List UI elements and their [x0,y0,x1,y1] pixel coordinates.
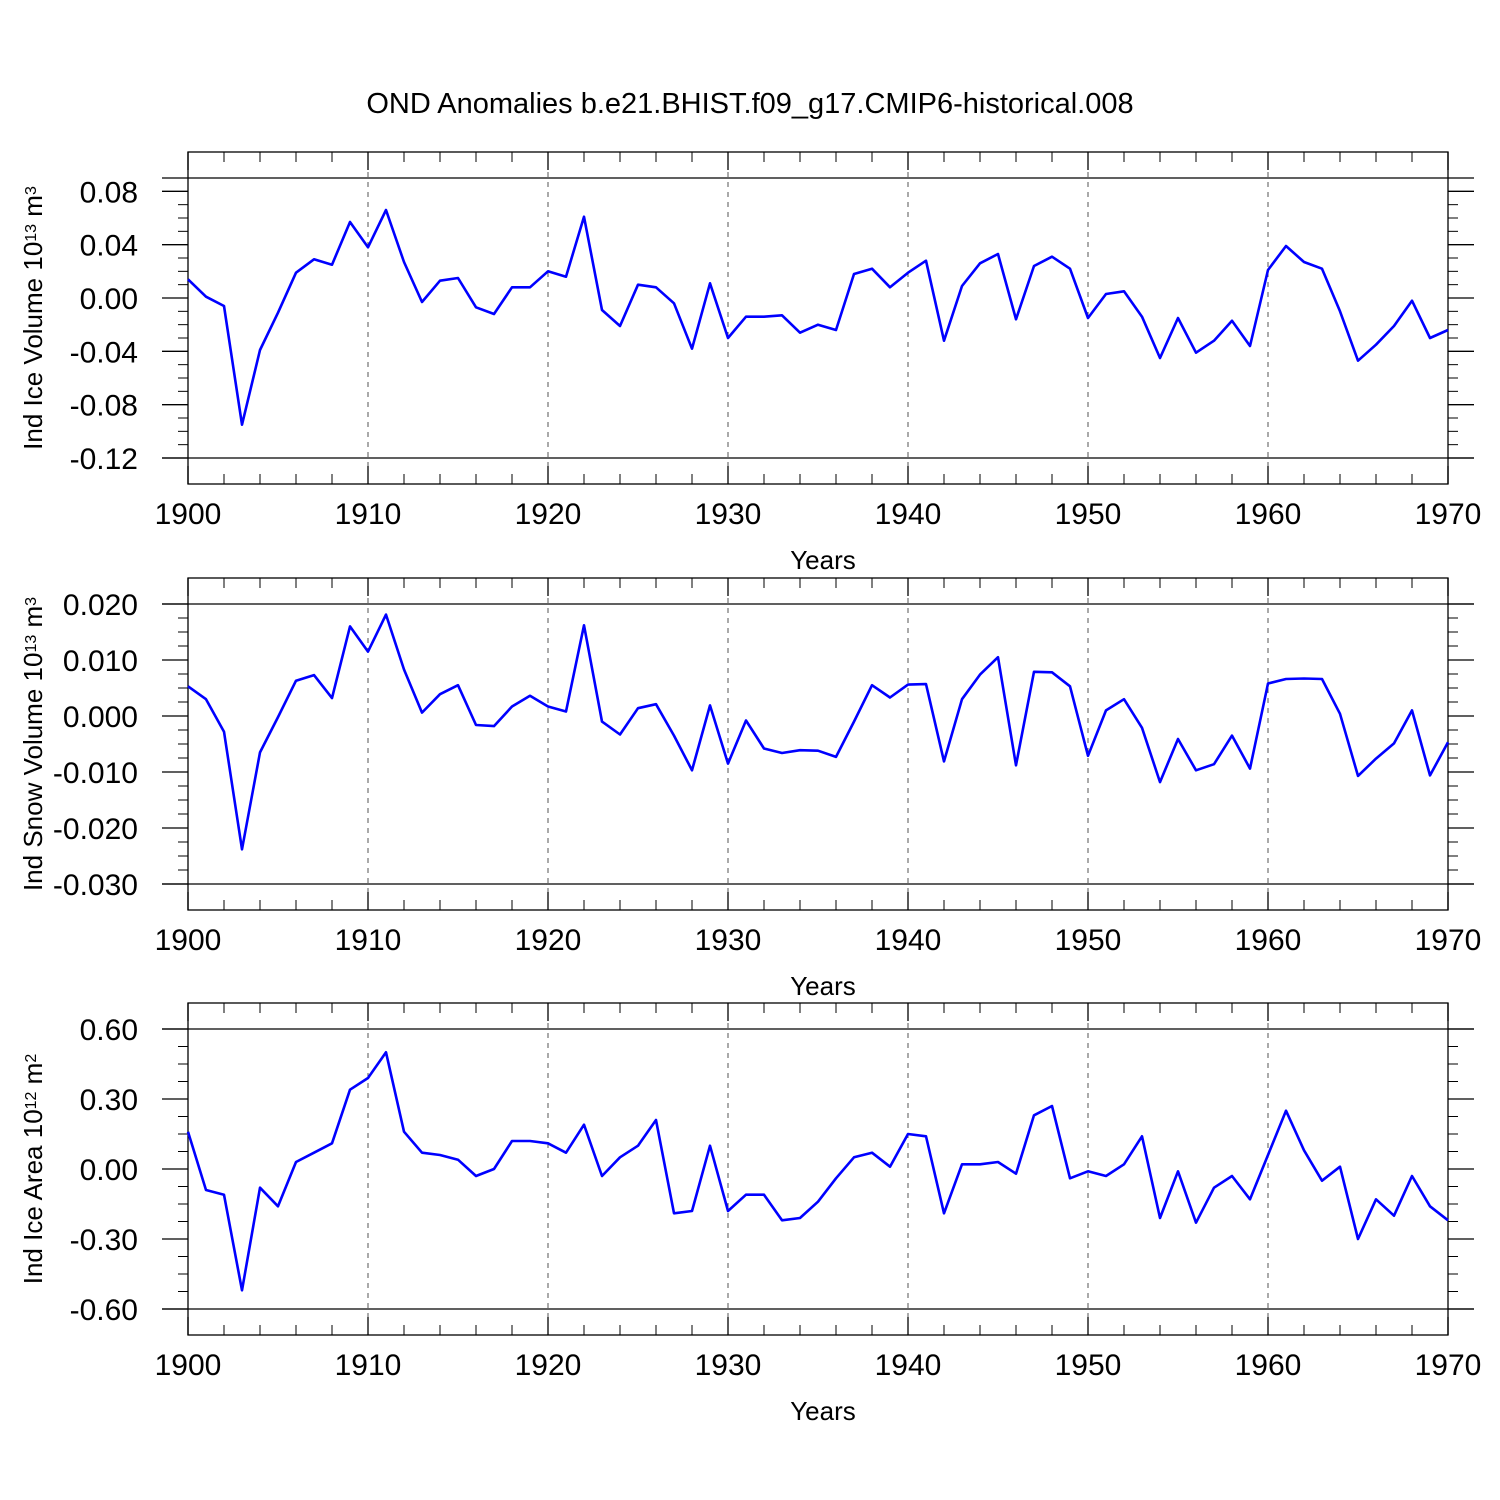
chart-title: OND Anomalies b.e21.BHIST.f09_g17.CMIP6-… [366,88,1134,120]
y-tick-label: 0.60 [80,1014,138,1047]
x-tick-label: 1920 [515,1349,582,1382]
x-tick-label: 1930 [695,1349,762,1382]
series-line [186,1051,1449,1292]
x-tick-label: 1970 [1415,924,1482,957]
y-axis-title: Ind Ice Volume 1013 m3 [18,186,48,450]
y-axis-title-superscript: 2 [23,1054,40,1063]
x-tick-label: 1910 [335,924,402,957]
y-tick-label: -0.08 [70,390,138,423]
y-axis-title-part: Ind Ice Volume 10 [18,242,48,450]
y-axis-title-part: Ind Ice Area 10 [18,1109,48,1284]
panel-ice-area: 1900 1910 1920 1930 1940 1950 1960 1970 -0.60 -0.… [18,1002,1482,1426]
y-tick-label: 0.00 [80,283,138,316]
x-tick-label: 1940 [875,1349,942,1382]
x-tick-label: 1940 [875,498,942,531]
y-tick-label: -0.010 [53,757,138,790]
x-tick-label: 1970 [1415,498,1482,531]
y-axis-title-superscript: 12 [23,1091,40,1109]
x-tick-label: 1960 [1235,498,1302,531]
y-axis-title-part: Ind Snow Volume 10 [18,653,48,892]
y-axis-title-part: m [18,1063,48,1092]
y-tick-label: 0.08 [80,176,138,209]
y-tick-label: 0.00 [80,1154,138,1187]
x-tick-label: 1900 [155,924,222,957]
panel-ice-volume: 1900 1910 1920 1930 1940 1950 1960 1970 -0.12 -0.… [18,151,1482,575]
plot-frame [187,1002,1449,1336]
plot-frame [187,577,1449,911]
x-tick-label: 1940 [875,924,942,957]
x-tick-label: 1950 [1055,498,1122,531]
y-axis-title-superscript: 13 [23,635,40,653]
y-tick-label: 0.04 [80,230,138,263]
x-axis-title: Years [790,1396,856,1426]
x-tick-label: 1910 [335,1349,402,1382]
series-line [187,613,1450,851]
x-axis-title: Years [790,971,856,1001]
y-axis-title: Ind Snow Volume 1013 m3 [18,597,48,891]
x-tick-label: 1920 [515,924,582,957]
x-tick-label: 1960 [1235,1349,1302,1382]
y-tick-label: -0.04 [70,336,138,369]
x-tick-label: 1960 [1235,924,1302,957]
y-axis-title-superscript: 3 [23,597,40,606]
x-tick-label: 1910 [335,498,402,531]
x-tick-label: 1900 [155,498,222,531]
series-line [187,208,1449,427]
x-tick-label: 1930 [695,498,762,531]
x-tick-label: 1930 [695,924,762,957]
y-tick-label: 0.000 [63,701,138,734]
y-axis-title-superscript: 3 [23,186,40,195]
x-tick-label: 1900 [155,1349,222,1382]
plot-frame [187,151,1449,485]
x-tick-label: 1950 [1055,1349,1122,1382]
x-tick-label: 1920 [515,498,582,531]
x-axis-title: Years [790,545,856,575]
y-tick-label: -0.020 [53,813,138,846]
y-axis-title-part: m [18,606,48,635]
y-axis-title-part: m [18,195,48,224]
y-tick-label: -0.030 [53,869,138,902]
y-axis-title: Ind Ice Area 1012 m2 [18,1054,48,1285]
y-tick-label: 0.30 [80,1084,138,1117]
y-tick-label: 0.020 [63,589,138,622]
x-tick-label: 1950 [1055,924,1122,957]
y-tick-label: -0.30 [70,1224,138,1257]
y-axis-title-superscript: 13 [23,224,40,242]
y-tick-label: -0.60 [70,1294,138,1327]
panel-snow-volume: 1900 1910 1920 1930 1940 1950 1960 1970 -0.030 -0… [18,577,1482,1001]
y-tick-label: -0.12 [70,443,138,476]
x-tick-label: 1970 [1415,1349,1482,1382]
y-tick-label: 0.010 [63,645,138,678]
